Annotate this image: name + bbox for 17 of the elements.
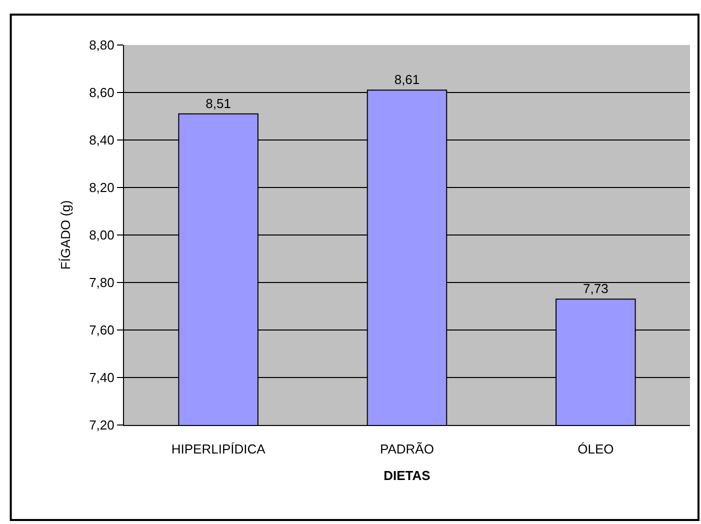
x-tick-label: PADRÃO — [380, 442, 434, 457]
y-tick-label: 8,00 — [89, 228, 114, 243]
y-tick-label: 7,80 — [89, 275, 114, 290]
y-axis-title: FÍGADO (g) — [58, 200, 74, 270]
y-tick-label: 8,80 — [89, 38, 114, 53]
y-tick-label: 8,40 — [89, 132, 114, 148]
x-tick-label: HIPERLIPÍDICA — [171, 442, 266, 457]
data-label: 8,61 — [394, 72, 420, 88]
data-label: 7,73 — [583, 281, 608, 296]
y-tick-label: 7,20 — [89, 418, 114, 433]
y-tick-label: 7,60 — [89, 322, 114, 338]
y-tick-label: 8,60 — [89, 85, 114, 100]
x-tick-label: ÓLEO — [578, 442, 614, 457]
data-label: 8,51 — [206, 96, 231, 111]
x-axis-title: DIETAS — [384, 468, 431, 484]
y-tick-label: 8,20 — [89, 180, 114, 196]
y-tick-label: 7,40 — [89, 370, 114, 386]
